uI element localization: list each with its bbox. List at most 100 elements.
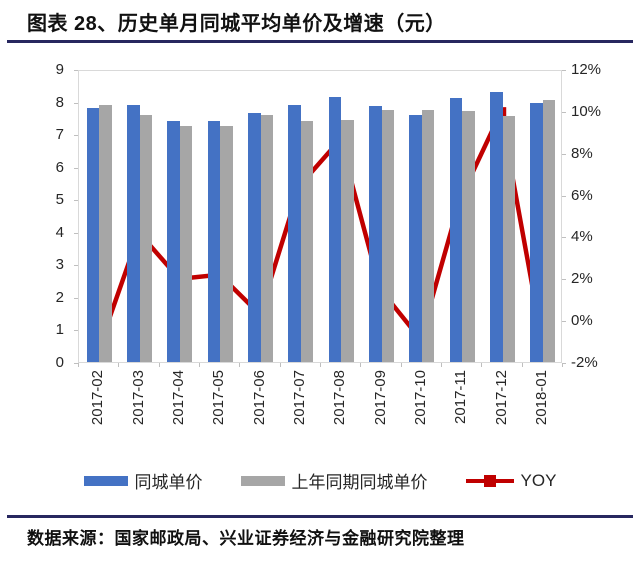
right-axis-tick bbox=[562, 237, 566, 239]
data-source-note: 数据来源：国家邮政局、兴业证券经济与金融研究院整理 bbox=[27, 529, 465, 548]
x-axis-category-label: 2017-02 bbox=[89, 370, 107, 426]
x-axis-tick bbox=[118, 363, 120, 367]
bar-current-price bbox=[127, 104, 140, 362]
left-axis-tick-label: 8 bbox=[55, 93, 64, 111]
right-axis-tick-label: 2% bbox=[571, 270, 593, 288]
right-axis-tick-label: 6% bbox=[571, 186, 593, 204]
legend-item-yoy: YOY bbox=[465, 470, 557, 491]
bar-current-price bbox=[86, 108, 100, 362]
left-axis-tick bbox=[74, 135, 78, 137]
left-axis-tick bbox=[74, 232, 78, 234]
x-axis-tick bbox=[521, 363, 523, 367]
legend-swatch-yoy-icon bbox=[465, 474, 514, 487]
bar-previous-year-price bbox=[300, 121, 314, 362]
bar-previous-year-price bbox=[99, 104, 112, 362]
right-axis-tick bbox=[562, 195, 566, 197]
left-axis-tick bbox=[74, 363, 78, 364]
bar-current-price bbox=[248, 112, 261, 362]
left-axis-tick-label: 2 bbox=[55, 288, 64, 306]
x-axis-category-label: 2017-10 bbox=[411, 370, 429, 426]
bar-current-price bbox=[207, 121, 221, 362]
legend-item-previous: 上年同期同城单价 bbox=[240, 468, 428, 493]
left-axis-tick bbox=[74, 102, 78, 104]
bar-previous-year-price bbox=[542, 99, 556, 362]
bar-current-price bbox=[449, 98, 463, 362]
bar-current-price bbox=[288, 104, 301, 362]
right-axis-tick-label: 4% bbox=[571, 228, 593, 246]
bar-current-price bbox=[369, 106, 382, 362]
left-axis-tick-label: 4 bbox=[55, 223, 64, 241]
left-axis-tick bbox=[74, 265, 78, 267]
x-axis-category-label: 2017-03 bbox=[129, 370, 147, 426]
x-axis-category-label: 2017-04 bbox=[169, 370, 187, 426]
left-axis-tick bbox=[74, 297, 78, 299]
left-axis-tick-label: 9 bbox=[55, 61, 64, 78]
right-axis-tick-label: -2% bbox=[571, 354, 598, 371]
bar-previous-year-price bbox=[421, 109, 435, 362]
footer-divider bbox=[7, 515, 633, 518]
x-axis-tick bbox=[360, 363, 362, 367]
x-axis-category-label: 2017-09 bbox=[371, 370, 389, 426]
right-axis-tick bbox=[562, 153, 566, 155]
left-axis-tick bbox=[74, 70, 78, 71]
right-axis-tick-label: 10% bbox=[571, 102, 602, 120]
bar-current-price bbox=[409, 114, 422, 362]
x-axis-tick bbox=[481, 363, 483, 367]
x-axis-tick bbox=[239, 363, 241, 367]
legend-item-current: 同城单价 bbox=[83, 468, 203, 493]
x-axis-tick bbox=[400, 363, 402, 367]
bar-previous-year-price bbox=[381, 109, 394, 362]
legend-line-marker bbox=[483, 474, 496, 487]
right-axis-tick bbox=[562, 111, 566, 113]
bar-previous-year-price bbox=[139, 114, 152, 362]
title-divider bbox=[7, 40, 633, 43]
right-axis-tick bbox=[562, 70, 566, 71]
bar-previous-year-price bbox=[220, 126, 233, 362]
x-axis-category-label: 2017-05 bbox=[210, 370, 228, 426]
x-axis-category-label: 2017-11 bbox=[452, 370, 470, 424]
right-axis-tick-label: 8% bbox=[571, 144, 593, 162]
bar-current-price bbox=[167, 121, 180, 362]
left-axis-tick-label: 3 bbox=[55, 256, 64, 274]
x-axis-tick bbox=[320, 363, 321, 367]
legend-label: 同城单价 bbox=[134, 473, 203, 492]
left-axis-tick bbox=[74, 330, 78, 332]
right-axis-tick bbox=[562, 321, 566, 323]
x-axis-category-label: 2017-08 bbox=[331, 370, 349, 426]
bar-current-price bbox=[530, 103, 543, 362]
x-axis-tick bbox=[562, 363, 563, 367]
left-axis-tick-label: 1 bbox=[55, 321, 64, 339]
x-axis-tick bbox=[158, 363, 160, 367]
chart-legend: 同城单价 上年同期同城单价 YOY bbox=[0, 468, 640, 493]
legend-swatch-previous-icon bbox=[240, 475, 285, 486]
right-axis-tick-label: 12% bbox=[571, 61, 602, 78]
left-axis-tick-label: 0 bbox=[55, 354, 64, 371]
figure-title: 图表 28、历史单月同城平均单价及增速（元） bbox=[27, 13, 446, 35]
x-axis-tick bbox=[199, 363, 200, 367]
right-axis-tick-label: 0% bbox=[571, 312, 593, 330]
right-axis-tick bbox=[562, 279, 566, 281]
bar-current-price bbox=[328, 96, 342, 362]
x-axis-category-label: 2017-12 bbox=[492, 370, 510, 426]
x-axis-tick bbox=[279, 363, 281, 367]
left-axis-tick bbox=[74, 200, 78, 202]
bar-previous-year-price bbox=[260, 114, 273, 362]
bar-previous-year-price bbox=[179, 126, 193, 362]
bar-previous-year-price bbox=[462, 111, 475, 362]
legend-label: YOY bbox=[520, 470, 557, 490]
plot-area bbox=[78, 70, 562, 363]
left-axis-tick-label: 5 bbox=[55, 191, 64, 209]
x-axis-tick bbox=[441, 363, 442, 367]
x-axis-category-label: 2017-07 bbox=[290, 370, 308, 426]
bar-current-price bbox=[490, 91, 503, 362]
left-axis-tick-label: 7 bbox=[55, 126, 64, 144]
left-axis-tick bbox=[74, 167, 78, 169]
legend-label: 上年同期同城单价 bbox=[291, 473, 428, 492]
bar-previous-year-price bbox=[502, 116, 515, 362]
x-axis-tick bbox=[78, 363, 79, 367]
left-axis-tick-label: 6 bbox=[55, 158, 64, 176]
bar-previous-year-price bbox=[341, 119, 354, 362]
x-axis-category-label: 2017-06 bbox=[250, 370, 268, 426]
right-axis-tick bbox=[562, 363, 566, 364]
